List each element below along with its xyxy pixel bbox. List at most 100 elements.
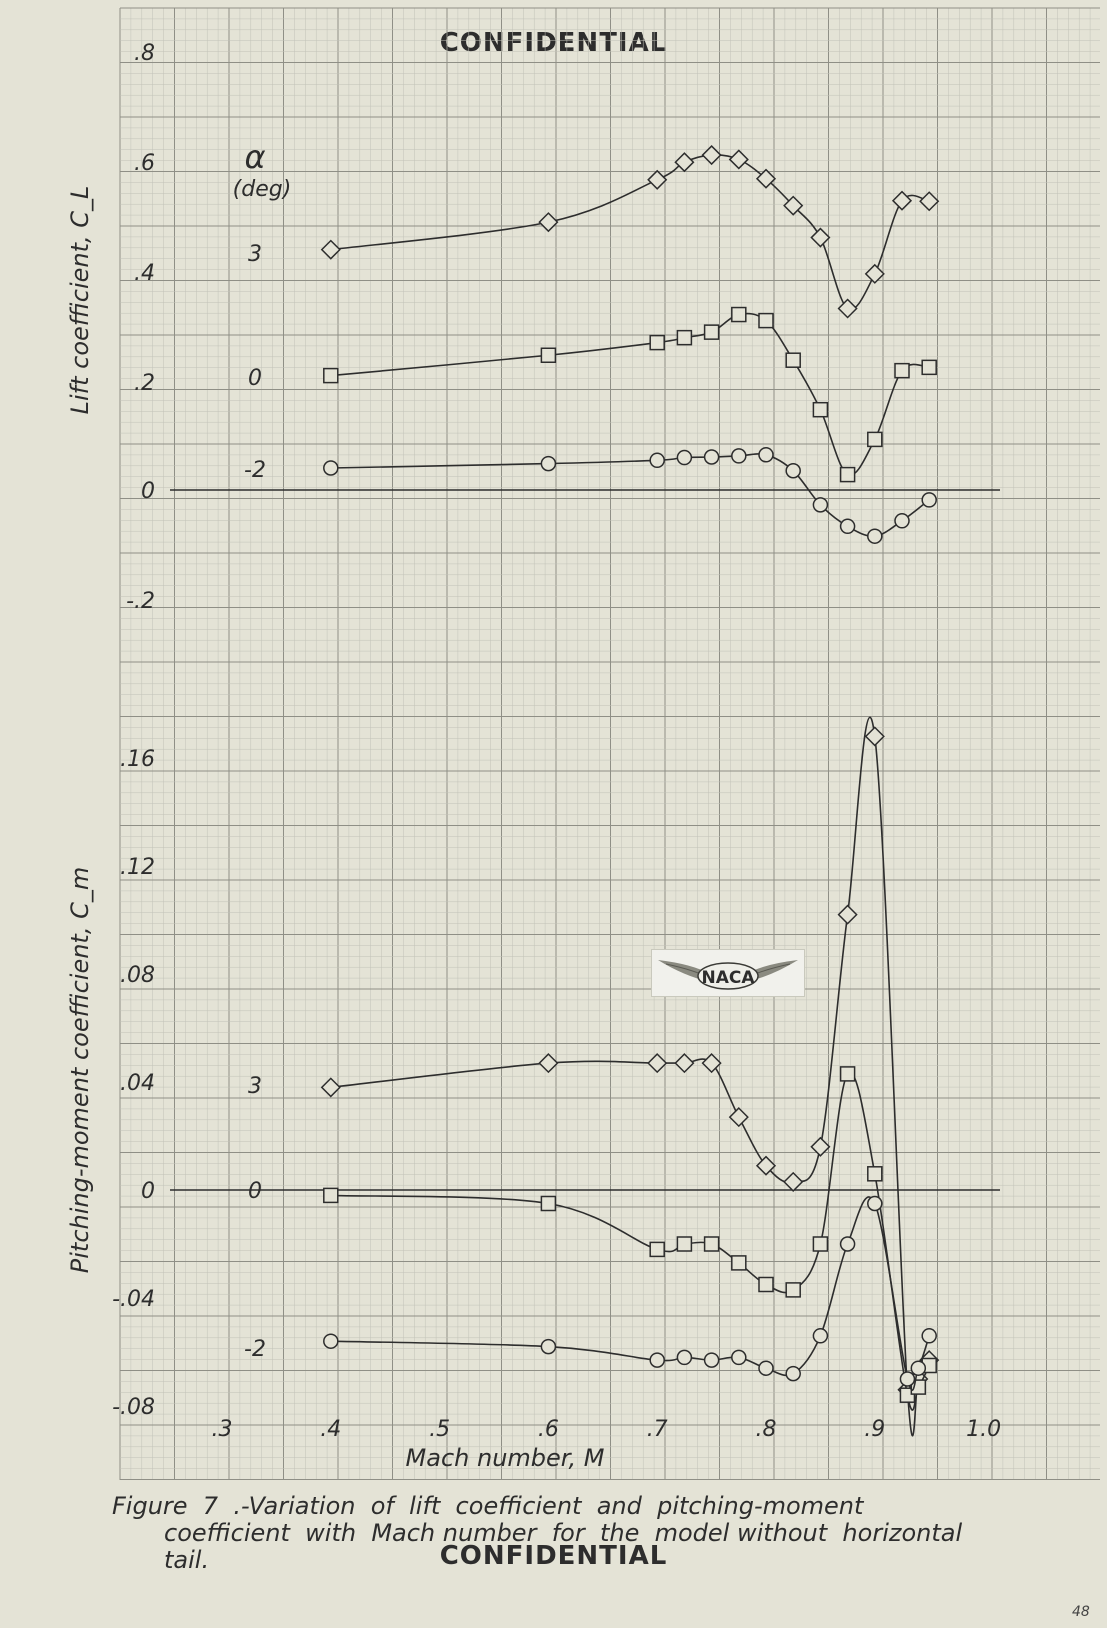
- data-point-circle: [839, 1236, 856, 1252]
- data-point-square: [323, 367, 339, 384]
- series-alpha-label: -2: [244, 458, 266, 483]
- graph-paper-grid: [119, 7, 1100, 1480]
- y-axis-label: Pitching-moment coefficient, C_m: [66, 867, 94, 1273]
- naca-logo-text: NACA: [701, 968, 755, 988]
- data-point-square: [649, 1241, 665, 1258]
- data-point-circle: [758, 447, 774, 463]
- data-point-diamond: [810, 227, 831, 248]
- data-point-circle: [323, 460, 339, 476]
- x-tick-label: 1.0: [966, 1417, 1001, 1442]
- series-line-circle: [330, 1196, 930, 1391]
- data-point-diamond: [891, 190, 913, 211]
- y-tick-label: .8: [134, 41, 155, 66]
- data-point-square: [703, 324, 720, 340]
- data-point-square: [731, 306, 747, 323]
- y-tick-label: .6: [134, 151, 155, 176]
- data-point-square: [540, 1195, 557, 1212]
- data-point-circle: [921, 1328, 937, 1344]
- data-point-circle: [867, 528, 883, 544]
- y-tick-label: 0: [141, 1179, 155, 1204]
- data-point-square: [758, 1276, 774, 1293]
- data-point-circle: [731, 1349, 747, 1366]
- series-alpha-label: -2: [244, 1337, 266, 1362]
- data-point-square: [540, 347, 557, 363]
- alpha-symbol: α: [244, 138, 265, 176]
- caption-line-3: tail.: [164, 1546, 210, 1574]
- data-point-circle: [894, 513, 910, 529]
- data-point-circle: [910, 1360, 927, 1376]
- data-point-square: [323, 1187, 339, 1204]
- data-point-diamond: [919, 191, 940, 212]
- x-tick-label: .6: [538, 1417, 559, 1442]
- data-point-circle: [758, 1360, 774, 1376]
- x-tick-label: .4: [320, 1417, 341, 1442]
- y-tick-label: -.2: [126, 589, 155, 614]
- data-point-circle: [323, 1333, 339, 1349]
- y-tick-label: .08: [120, 963, 155, 988]
- data-point-diamond: [674, 152, 695, 173]
- data-point-square: [839, 1066, 856, 1082]
- data-point-diamond: [837, 904, 858, 925]
- chart-axes: [170, 489, 1000, 1191]
- data-point-square: [785, 352, 801, 368]
- data-point-circle: [703, 449, 720, 465]
- data-point-circle: [812, 1328, 829, 1344]
- data-point-diamond: [728, 1107, 749, 1128]
- confidential-stamp-bottom: CONFIDENTIAL: [439, 1541, 668, 1571]
- data-point-circle: [649, 452, 665, 469]
- y-tick-label: -.04: [112, 1287, 155, 1312]
- data-point-square: [894, 362, 910, 379]
- data-point-diamond: [320, 1077, 341, 1098]
- data-point-square: [867, 1166, 883, 1182]
- data-point-circle: [812, 497, 829, 513]
- data-point-square: [839, 466, 856, 483]
- x-tick-label: .5: [429, 1417, 450, 1442]
- series-alpha-label: 3: [248, 1074, 262, 1099]
- data-point-diamond: [701, 1053, 722, 1074]
- x-tick-label: .3: [212, 1417, 233, 1442]
- data-point-diamond: [538, 212, 559, 233]
- data-point-square: [676, 1236, 693, 1252]
- data-point-circle: [731, 448, 747, 464]
- data-point-diamond: [864, 726, 885, 747]
- data-point-square: [758, 312, 774, 329]
- data-point-circle: [540, 455, 557, 472]
- chart-series: [320, 144, 940, 1437]
- confidential-stamp-top: CONFIDENTIAL: [439, 28, 668, 58]
- data-point-diamond: [647, 1053, 668, 1074]
- data-point-circle: [676, 449, 693, 466]
- data-point-diamond: [320, 239, 341, 260]
- data-point-square: [785, 1282, 801, 1298]
- x-axis-label: Mach number, M: [406, 1444, 605, 1472]
- y-tick-label: .4: [134, 261, 155, 286]
- data-point-square: [867, 431, 883, 448]
- data-point-square: [703, 1236, 720, 1252]
- data-point-diamond: [701, 144, 722, 166]
- series-alpha-label: 0: [248, 366, 262, 391]
- x-tick-label: .8: [756, 1417, 777, 1442]
- y-tick-label: -.08: [112, 1395, 155, 1420]
- data-point-diamond: [783, 195, 804, 216]
- data-point-diamond: [864, 263, 885, 284]
- data-point-circle: [785, 1365, 801, 1382]
- x-tick-label: .9: [864, 1417, 885, 1442]
- series-alpha-label: 0: [248, 1179, 262, 1204]
- series-alpha-label: 3: [248, 242, 262, 267]
- data-point-diamond: [728, 149, 749, 170]
- caption-line-2: coefficient with Mach number for the mod…: [164, 1519, 963, 1547]
- data-point-circle: [867, 1195, 883, 1212]
- data-point-square: [731, 1255, 747, 1271]
- x-tick-label: .7: [647, 1417, 668, 1442]
- caption-line-1: Figure 7 .-Variation of lift coefficient…: [112, 1492, 864, 1520]
- y-axis-label: Lift coefficient, C_L: [66, 186, 94, 415]
- data-point-diamond: [755, 168, 777, 189]
- data-point-square: [676, 329, 693, 346]
- figure-caption: Figure 7 .-Variation of lift coefficient…: [112, 1493, 1102, 1574]
- data-point-circle: [921, 492, 937, 508]
- chart-labels: .8 .6 .4 .2 0 -.2 Lift coefficient, C_L 3 0 -2 .16…: [66, 41, 1001, 1472]
- y-tick-label: 0: [141, 479, 155, 504]
- data-point-diamond: [783, 1171, 804, 1192]
- data-point-diamond: [647, 169, 668, 190]
